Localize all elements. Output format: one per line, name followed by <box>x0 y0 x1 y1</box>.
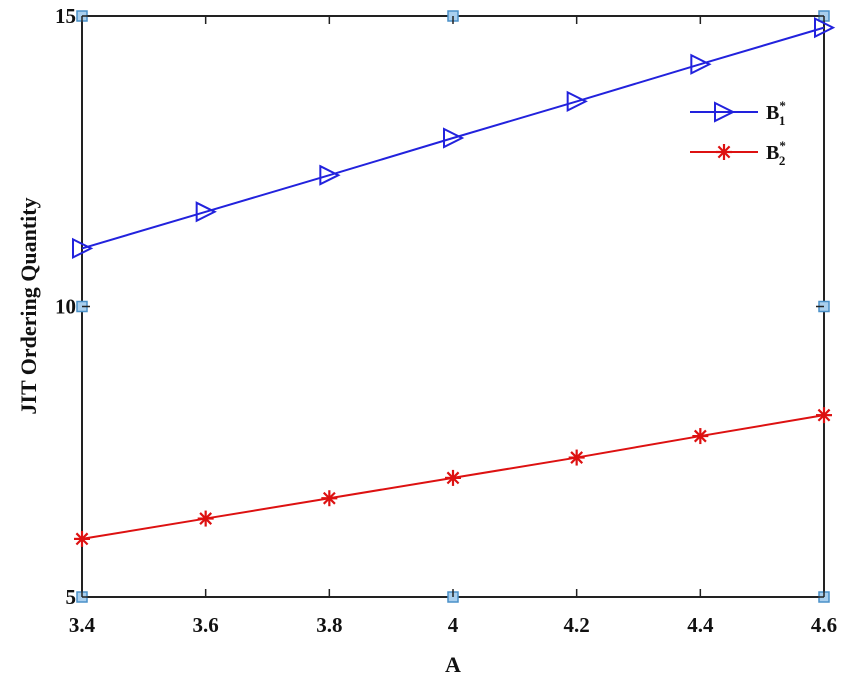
y-tick-label: 15 <box>55 4 76 28</box>
x-tick-label: 3.6 <box>193 613 219 637</box>
asterisk-stroke <box>570 451 584 464</box>
series-1-line <box>81 26 825 250</box>
series-2-point <box>692 428 709 445</box>
x-tick-label: 3.4 <box>69 613 96 637</box>
asterisk-stroke <box>717 145 731 159</box>
x-tick-label: 3.8 <box>316 613 342 637</box>
series-2-point <box>74 530 90 547</box>
y-tick-label: 5 <box>66 585 77 609</box>
asterisk-stroke <box>817 408 831 422</box>
legend-item-1: B* 1 <box>690 98 786 128</box>
asterisk-stroke <box>199 512 213 525</box>
legend-label-base: B <box>766 142 779 164</box>
x-tick-label: 4 <box>448 613 459 637</box>
legend-label-sup: * <box>779 138 786 153</box>
plot-area <box>81 15 825 598</box>
legend-marker <box>716 144 732 160</box>
asterisk-stroke <box>75 532 89 546</box>
legend-marker <box>714 101 736 123</box>
x-tick-label: 4.4 <box>687 613 714 637</box>
series-1-point <box>72 237 94 260</box>
series-2-point <box>568 449 585 466</box>
x-axis: 3.4 3.6 3.8 4 4.2 4.4 4.6 <box>69 16 837 637</box>
legend-label-sub: 1 <box>779 113 786 128</box>
series-1-point <box>690 53 712 75</box>
asterisk-stroke <box>446 471 460 485</box>
series-2-point <box>321 490 338 507</box>
x-tick-label: 4.6 <box>811 613 837 637</box>
legend-label: B* 2 <box>766 138 786 168</box>
legend: B* 1B* 2 <box>690 98 786 168</box>
asterisk-stroke <box>693 429 707 443</box>
series-2-point <box>445 469 461 486</box>
y-tick-label: 10 <box>55 295 76 319</box>
y-axis: 5 10 15 <box>55 4 824 609</box>
series-1-point <box>566 90 588 113</box>
y-axis-label: JIT Ordering Quantity <box>16 197 41 414</box>
series-1-point <box>814 17 836 39</box>
legend-label-sup: * <box>779 98 786 113</box>
series-1 <box>72 17 836 260</box>
legend-label: B* 1 <box>766 98 786 128</box>
x-axis-label: A <box>445 652 461 677</box>
series-1-point <box>443 127 465 149</box>
series-layer <box>72 17 836 547</box>
x-tick-label: 4.2 <box>564 613 590 637</box>
legend-label-base: B <box>766 102 779 124</box>
series-1-point <box>195 201 217 223</box>
series-2-point <box>816 407 832 424</box>
series-2-point <box>197 510 214 527</box>
asterisk-stroke <box>322 491 336 505</box>
series-2 <box>74 407 832 547</box>
series-1-point <box>319 164 341 186</box>
legend-item-2: B* 2 <box>690 138 786 168</box>
legend-label-sub: 2 <box>779 153 786 168</box>
